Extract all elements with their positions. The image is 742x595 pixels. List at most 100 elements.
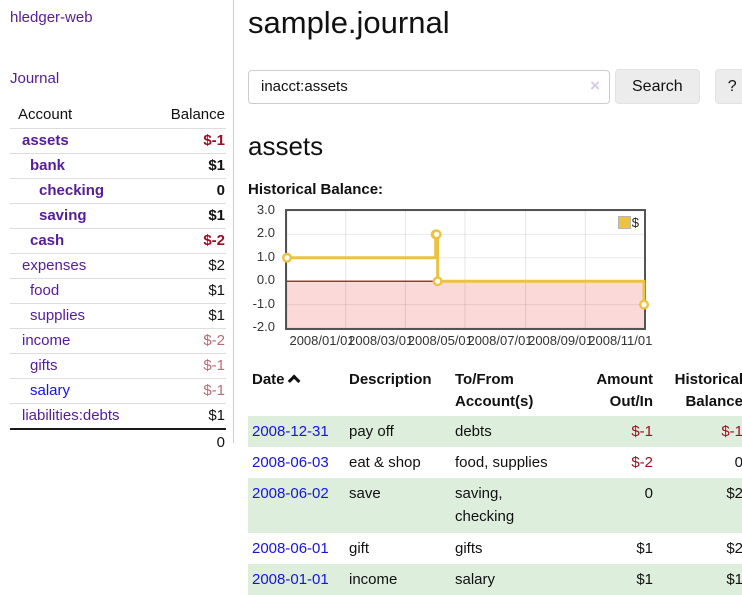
- transaction-balance: 0: [734, 453, 742, 471]
- search-input[interactable]: [248, 69, 610, 104]
- account-row: checking 0: [10, 178, 226, 204]
- account-link[interactable]: expenses: [22, 257, 87, 274]
- transaction-balance: $2: [726, 539, 742, 557]
- y-tick-label: -1.0: [252, 295, 275, 311]
- sort-asc-icon: [287, 374, 300, 388]
- search-help-button[interactable]: ?: [714, 69, 742, 104]
- transaction-date-link[interactable]: 2008-12-31: [252, 422, 329, 440]
- account-link[interactable]: saving: [39, 207, 87, 224]
- account-balance: $1: [208, 407, 225, 424]
- transaction-accounts: salary: [455, 570, 496, 588]
- transaction-accounts: gifts: [455, 539, 483, 557]
- account-link[interactable]: cash: [30, 232, 65, 249]
- account-link[interactable]: income: [22, 332, 71, 349]
- transaction-amount: $-1: [631, 422, 653, 440]
- account-row: gifts $-1: [10, 353, 226, 379]
- transaction-date-link[interactable]: 2008-06-03: [252, 453, 329, 471]
- x-tick-label: 2008/09/01: [528, 333, 594, 348]
- accounts-header-row: Account Balance: [10, 104, 226, 129]
- account-row: income $-2: [10, 328, 226, 354]
- transaction-date-link[interactable]: 2008-06-02: [252, 485, 329, 502]
- register-table: Date Description To/From Account(s) Amount …: [248, 366, 742, 595]
- account-balance: $1: [146, 303, 226, 329]
- chart-y-axis: 3.0 2.0 1.0 0.0 -1.0 -2.0: [248, 202, 280, 334]
- table-row: 2008-06-01 gift gifts $1 $2: [248, 533, 742, 564]
- account-balance: $1: [146, 278, 226, 304]
- chart-legend: $: [617, 215, 639, 230]
- account-link[interactable]: bank: [30, 157, 66, 174]
- transaction-description: gift: [349, 539, 370, 557]
- clear-search-icon[interactable]: ×: [590, 75, 600, 95]
- transaction-amount: $1: [636, 570, 653, 588]
- legend-label: $: [631, 215, 639, 230]
- column-header[interactable]: Date: [248, 366, 345, 416]
- account-row: expenses $2: [10, 253, 226, 279]
- sidebar-item-journal[interactable]: Journal: [10, 70, 60, 87]
- account-row: bank $1: [10, 153, 226, 179]
- table-row: 2008-01-01 income salary $1 $1: [248, 563, 742, 595]
- x-tick-label: 2008/03/01: [348, 333, 414, 348]
- transaction-balance: $1: [726, 570, 742, 588]
- column-header[interactable]: Amount Out/In: [596, 371, 653, 410]
- transaction-date-link[interactable]: 2008-06-01: [252, 539, 329, 557]
- transaction-description: income: [349, 570, 398, 588]
- x-tick-label: 2008/05/01: [407, 333, 473, 348]
- historical-balance-chart: 3.0 2.0 1.0 0.0 -1.0 -2.0 $ 2008/01/01 2008/03…: [248, 202, 683, 351]
- page-title: sample.journal: [248, 5, 450, 40]
- account-row: assets $-1: [10, 128, 226, 154]
- brand-link[interactable]: hledger-web: [10, 9, 93, 26]
- x-tick-label: 2008/01/01: [289, 333, 355, 348]
- main-content: sample.journal × Search ? assets Histori…: [234, 0, 742, 595]
- account-link[interactable]: salary: [30, 382, 71, 399]
- account-link[interactable]: gifts: [30, 357, 58, 374]
- account-link[interactable]: liabilities:debts: [22, 407, 120, 424]
- account-balance: $-1: [146, 378, 226, 404]
- account-row: supplies $1: [10, 303, 226, 329]
- account-heading: assets: [248, 131, 324, 161]
- account-balance: 0: [146, 178, 226, 204]
- accounts-table: Account Balance assets $-1 bank $1 checking 0…: [10, 104, 226, 454]
- legend-swatch-icon: [617, 216, 631, 229]
- transaction-balance: $-1: [721, 422, 742, 440]
- chart-plot-area: $: [282, 209, 650, 330]
- chart-x-axis: 2008/01/01 2008/03/01 2008/05/01 2008/07/01…: [289, 333, 683, 351]
- transaction-description: save: [349, 485, 381, 502]
- accounts-total-row: 0: [10, 428, 226, 454]
- account-row: salary $-1: [10, 378, 226, 404]
- account-balance: $-1: [146, 128, 226, 154]
- accounts-total-balance: 0: [146, 428, 226, 454]
- account-balance: $-2: [146, 228, 226, 254]
- account-balance: $1: [146, 153, 226, 179]
- accounts-header-balance: Balance: [146, 104, 226, 129]
- table-row: 2008-06-02 save saving, checking 0 $2: [248, 478, 742, 533]
- transaction-accounts: food, supplies: [455, 453, 548, 471]
- transaction-balance: $2: [726, 485, 742, 502]
- search-button[interactable]: Search: [615, 69, 700, 104]
- account-row: liabilities:debts $1: [10, 404, 226, 430]
- table-row: 2008-06-03 eat & shop food, supplies $-2 0: [248, 447, 742, 478]
- column-header[interactable]: To/From Account(s): [455, 371, 534, 410]
- column-header[interactable]: Historical Balance: [674, 371, 742, 410]
- register-header-row: Date Description To/From Account(s) Amount …: [248, 366, 742, 416]
- account-balance: $1: [146, 203, 226, 229]
- account-link[interactable]: checking: [39, 182, 105, 199]
- transaction-description: eat & shop: [349, 453, 421, 471]
- chart-title: Historical Balance:: [248, 181, 384, 198]
- y-tick-label: 2.0: [256, 225, 275, 241]
- transaction-description: pay off: [349, 422, 394, 440]
- y-tick-label: 1.0: [256, 248, 275, 264]
- x-tick-label: 2008/11/01: [588, 333, 653, 348]
- transaction-amount: $-2: [631, 453, 653, 471]
- transaction-accounts: debts: [455, 422, 492, 440]
- account-link[interactable]: food: [30, 282, 60, 299]
- account-row: cash $-2: [10, 228, 226, 254]
- account-link[interactable]: supplies: [30, 307, 86, 324]
- account-link[interactable]: assets: [22, 132, 69, 149]
- chart-canvas: [282, 210, 650, 329]
- sidebar: hledger-web Journal Account Balance asse…: [0, 0, 234, 454]
- transaction-date-link[interactable]: 2008-01-01: [252, 570, 329, 588]
- table-row: 2008-12-31 pay off debts $-1 $-1: [248, 415, 742, 447]
- accounts-header-account: Account: [10, 104, 147, 129]
- column-header[interactable]: Description: [349, 371, 432, 388]
